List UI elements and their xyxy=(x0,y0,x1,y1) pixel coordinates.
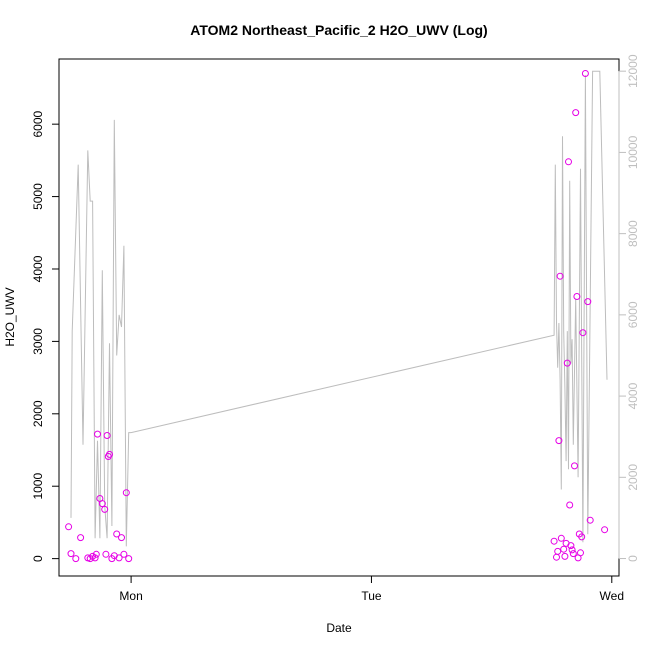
y-right-tick-label: 6000 xyxy=(626,301,640,328)
data-point xyxy=(91,554,99,562)
data-point xyxy=(122,489,130,497)
data-point xyxy=(568,546,576,554)
x-axis-label: Date xyxy=(326,621,352,635)
series-line xyxy=(70,70,608,547)
y-right-tick-label: 8000 xyxy=(626,220,640,247)
y-left-tick-label: 0 xyxy=(31,555,45,562)
data-point xyxy=(92,550,100,558)
data-point xyxy=(106,450,113,458)
data-point xyxy=(581,70,589,77)
data-point xyxy=(555,437,563,445)
y-left-tick-label: 5000 xyxy=(31,183,45,210)
data-point xyxy=(67,550,75,558)
data-point xyxy=(94,430,101,438)
y-right-tick-label: 0 xyxy=(626,555,640,562)
data-point xyxy=(577,549,584,557)
data-layer xyxy=(65,70,609,563)
data-point xyxy=(556,272,564,280)
data-point xyxy=(586,516,594,524)
x-tick-label: Wed xyxy=(600,589,624,603)
data-point xyxy=(86,555,94,563)
data-point xyxy=(553,553,560,561)
data-point xyxy=(584,298,592,306)
y-right-tick-label: 2000 xyxy=(626,464,640,491)
y-right-tick-label: 12000 xyxy=(626,54,640,88)
y-right-tick-label: 10000 xyxy=(626,135,640,169)
data-point xyxy=(557,534,565,542)
data-point xyxy=(118,534,125,542)
data-point xyxy=(102,550,110,558)
y-left-tick-label: 2000 xyxy=(31,400,45,427)
data-point xyxy=(566,501,574,509)
data-point xyxy=(563,359,571,367)
data-point xyxy=(565,158,572,166)
data-point xyxy=(572,109,580,117)
data-point xyxy=(560,545,568,553)
data-point xyxy=(98,500,106,508)
data-point xyxy=(113,530,121,538)
x-tick-label: Mon xyxy=(119,589,142,603)
chart-title: ATOM2 Northeast_Pacific_2 H2O_UWV (Log) xyxy=(190,22,487,38)
y-left-tick-label: 6000 xyxy=(31,110,45,137)
plot-frame xyxy=(58,58,620,577)
data-point xyxy=(550,537,558,545)
data-point xyxy=(115,554,123,562)
data-point xyxy=(120,550,128,558)
y-right-tick-label: 4000 xyxy=(626,382,640,409)
data-point xyxy=(567,542,575,550)
y-axis-left: 0 1000 2000 3000 4000 5000 6000 xyxy=(31,110,60,562)
data-point xyxy=(573,293,581,300)
data-point xyxy=(578,533,586,541)
data-point xyxy=(569,550,577,558)
x-tick-label: Tue xyxy=(361,589,382,603)
data-point xyxy=(561,552,569,560)
data-point xyxy=(101,505,109,513)
y-left-tick-label: 3000 xyxy=(31,328,45,355)
y-left-tick-label: 1000 xyxy=(31,473,45,500)
data-point xyxy=(125,555,133,563)
data-point xyxy=(601,526,609,534)
data-point xyxy=(103,432,111,439)
data-point xyxy=(65,523,73,531)
data-point xyxy=(77,534,85,542)
y-axis-label: H2O_UWV xyxy=(3,287,17,346)
x-axis: Mon Tue Wed xyxy=(119,575,624,603)
y-axis-right: 0 2000 4000 6000 8000 10000 12000 xyxy=(618,54,640,562)
data-point xyxy=(72,555,80,563)
data-point xyxy=(571,462,578,470)
data-point xyxy=(579,329,587,337)
y-left-tick-label: 4000 xyxy=(31,255,45,282)
data-point xyxy=(554,547,562,555)
